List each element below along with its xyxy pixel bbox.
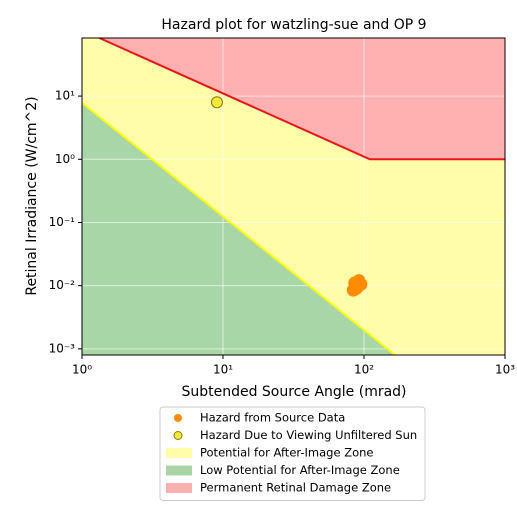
legend-label: Permanent Retinal Damage Zone (200, 481, 391, 495)
point (210, 96, 223, 109)
legend-swatch (166, 465, 192, 476)
x-tick-label: 10² (354, 363, 374, 377)
chart-title: Hazard plot for watzling-sue and OP 9 (161, 17, 426, 33)
legend-swatch (173, 431, 183, 440)
x-tick-label: 10⁰ (72, 363, 92, 377)
y-tick-label: 10⁻³ (49, 341, 76, 355)
y-axis-label: Retinal Irradiance (W/cm^2) (24, 96, 40, 295)
x-axis-label: Subtended Source Angle (mrad) (181, 384, 406, 400)
legend-label: Low Potential for After-Image Zone (200, 463, 400, 477)
legend-swatch (166, 483, 192, 493)
plot-frame (81, 37, 506, 356)
zone-boundary (99, 37, 505, 161)
y-tick-label: 10¹ (55, 89, 75, 103)
legend-label: Hazard Due to Viewing Unfiltered Sun (200, 428, 417, 442)
legend-swatch (174, 414, 182, 422)
y-tick-label: 10⁻² (49, 278, 76, 292)
y-tick-label: 10⁻¹ (49, 215, 76, 229)
zone-boundary (81, 102, 396, 356)
x-tick-label: 10³ (495, 363, 515, 377)
zone (99, 38, 506, 160)
point (350, 278, 364, 292)
x-tick-label: 10¹ (213, 363, 233, 377)
y-tick-label: 10⁰ (55, 152, 75, 166)
legend-label: Potential for After-Image Zone (200, 446, 373, 460)
legend-swatch (166, 448, 192, 458)
legend-label: Hazard from Source Data (200, 411, 345, 425)
legend (159, 406, 426, 501)
